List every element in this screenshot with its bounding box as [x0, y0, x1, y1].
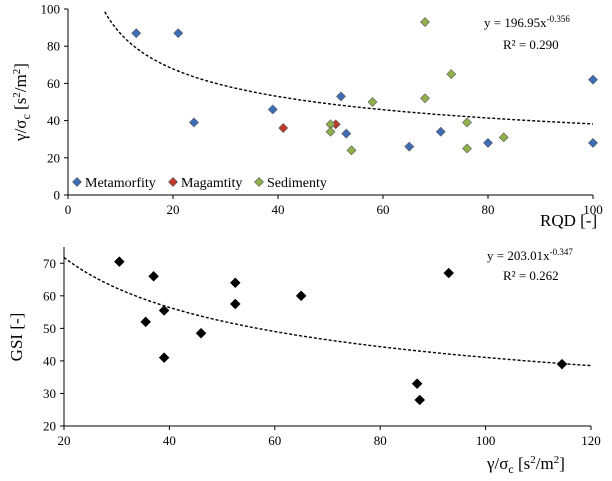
- top-y-tick-label: 20: [47, 150, 60, 165]
- top-trend-equation: y = 196.95x-0.356: [484, 14, 570, 30]
- top-point-sedimenty: [346, 145, 357, 156]
- bottom-marks: 20 40 60 80 100 120 20 30 40 50 60 70: [43, 256, 601, 448]
- bottom-point-series: [113, 256, 125, 267]
- top-point-sedimenty: [420, 17, 430, 27]
- top-marks: 0 20 40 60 80 100 0 20 40 60 80 100: [41, 2, 603, 218]
- top-y-tick-label: 100: [41, 2, 61, 17]
- legend-marker-metamorfity: [72, 177, 82, 187]
- bottom-trend-equation: y = 203.01x-0.347: [487, 247, 573, 263]
- bottom-y-tick-label: 50: [43, 321, 56, 336]
- bottom-point-series: [229, 277, 241, 289]
- bottom-point-series: [158, 352, 170, 364]
- top-y-tick-label: 60: [47, 76, 60, 91]
- bottom-point-series: [414, 394, 426, 406]
- bottom-x-tick-label: 100: [476, 433, 496, 448]
- top-point-metamorfity: [483, 137, 493, 148]
- bottom-x-tick-label: 20: [58, 433, 71, 448]
- bottom-point-series: [140, 316, 152, 328]
- top-point-sedimenty: [498, 132, 509, 143]
- top-point-sedimenty: [446, 69, 457, 80]
- top-y-axis-label: γ/σc [s2/m2]: [11, 63, 33, 142]
- top-x-tick-label: 100: [583, 202, 603, 217]
- top-r-squared: R² = 0.290: [503, 37, 559, 52]
- top-point-metamorfity: [173, 28, 184, 39]
- bottom-y-tick-label: 60: [43, 288, 56, 303]
- top-x-tick-label: 0: [65, 202, 72, 217]
- legend-label-sedimenty: Sedimenty: [267, 176, 327, 191]
- bottom-point-series: [158, 305, 170, 316]
- legend-marker-magamtity: [168, 177, 178, 187]
- top-point-sedimenty: [462, 117, 472, 128]
- bottom-point-series: [229, 298, 241, 310]
- bottom-point-series: [556, 358, 568, 370]
- bottom-y-axis-label: GSI [-]: [7, 313, 26, 362]
- bottom-x-tick-label: 40: [163, 433, 176, 448]
- top-x-tick-label: 40: [272, 202, 285, 217]
- top-x-tick-label: 80: [482, 202, 495, 217]
- bottom-x-tick-label: 120: [581, 433, 601, 448]
- top-point-metamorfity: [189, 117, 199, 128]
- legend-label-magamtity: Magamtity: [181, 176, 242, 191]
- top-point-sedimenty: [420, 93, 430, 104]
- bottom-trendline: [63, 256, 592, 367]
- top-y-tick-label: 40: [47, 113, 60, 128]
- top-point-sedimenty: [462, 143, 472, 154]
- bottom-point-series: [295, 290, 307, 302]
- top-point-magamtity: [278, 123, 289, 133]
- top-y-tick-label: 0: [54, 188, 61, 203]
- top-y-tick-label: 80: [47, 39, 60, 54]
- top-x-tick-label: 20: [167, 202, 180, 217]
- top-trendline: [104, 11, 594, 125]
- top-point-sedimenty: [325, 126, 336, 137]
- top-point-metamorfity: [588, 74, 598, 85]
- bottom-x-tick-label: 80: [374, 433, 387, 448]
- top-point-metamorfity: [131, 28, 142, 39]
- top-point-sedimenty: [367, 97, 378, 107]
- bottom-y-tick-label: 70: [43, 256, 56, 271]
- bottom-r-squared: R² = 0.262: [503, 268, 559, 283]
- top-point-metamorfity: [588, 137, 598, 148]
- top-point-metamorfity: [336, 91, 346, 102]
- top-x-axis-label: RQD [-]: [540, 211, 597, 230]
- top-legend: Metamorfity Magamtity Sedimenty: [72, 176, 327, 191]
- top-point-metamorfity: [267, 104, 278, 115]
- bottom-point-series: [148, 270, 159, 282]
- bottom-point-series: [411, 378, 423, 390]
- bottom-point-series: [443, 267, 455, 279]
- bottom-y-tick-label: 40: [43, 353, 56, 368]
- top-point-metamorfity: [341, 128, 352, 139]
- chart-rqd-vs-ratio: 0 20 40 60 80 100 0 20 40 60 80 100 RQD [-] γ/σc [s…: [11, 2, 603, 231]
- top-x-tick-label: 60: [377, 202, 390, 217]
- top-point-metamorfity: [435, 126, 446, 137]
- top-point-metamorfity: [404, 141, 415, 152]
- bottom-point-series: [195, 327, 207, 339]
- bottom-y-tick-label: 30: [43, 386, 56, 401]
- bottom-y-tick-label: 20: [43, 419, 56, 434]
- legend-label-metamorfity: Metamorfity: [85, 176, 156, 191]
- legend-marker-sedimenty: [254, 177, 264, 187]
- bottom-x-tick-label: 60: [268, 433, 281, 448]
- bottom-x-axis-label: γ/σc [s2/m2]: [486, 454, 565, 476]
